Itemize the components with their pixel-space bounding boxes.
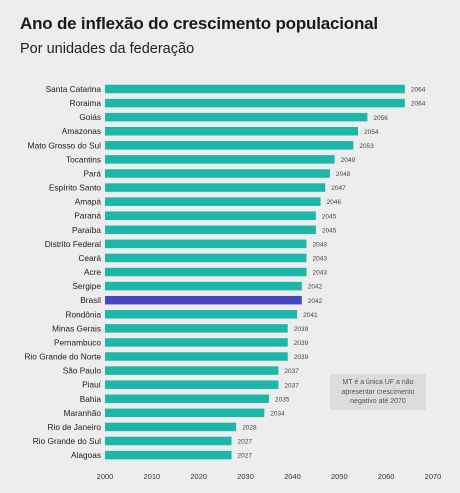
data-label: 2037 — [284, 382, 299, 389]
bar — [105, 98, 405, 108]
data-label: 2041 — [303, 312, 318, 319]
data-label: 2037 — [284, 368, 299, 375]
chart-subtitle: Por unidades da federação — [20, 41, 195, 57]
bar — [105, 211, 316, 220]
data-label: 2046 — [327, 199, 342, 206]
bar — [105, 436, 232, 446]
category-label: Amazonas — [62, 126, 101, 136]
data-label: 2064 — [411, 101, 426, 108]
data-label: 2043 — [312, 241, 327, 248]
data-label: 2042 — [308, 298, 323, 305]
data-label: 2027 — [238, 453, 253, 460]
x-tick-label: 2040 — [284, 472, 301, 481]
category-label: Paraíba — [72, 225, 101, 235]
bar — [105, 422, 237, 432]
x-tick-label: 2030 — [237, 472, 254, 481]
bar — [105, 239, 307, 249]
bar — [105, 126, 359, 136]
bar — [105, 267, 307, 277]
data-label: 2053 — [359, 143, 374, 150]
data-label: 2043 — [312, 256, 327, 263]
data-label: 2064 — [411, 87, 426, 94]
x-tick-label: 2020 — [190, 472, 207, 481]
bar — [105, 253, 307, 263]
data-label: 2054 — [364, 129, 379, 136]
bar — [105, 380, 279, 389]
data-label: 2034 — [270, 410, 285, 417]
data-label: 2049 — [341, 157, 356, 164]
data-label: 2039 — [294, 326, 309, 333]
category-label: Rio Grande do Sul — [33, 436, 101, 446]
category-label: Mato Grosso do Sul — [28, 140, 101, 150]
category-label: Bahia — [80, 394, 102, 404]
x-tick-label: 2060 — [378, 472, 395, 481]
bar-highlight — [105, 295, 302, 305]
bar — [105, 281, 302, 291]
category-label: Goiás — [79, 112, 101, 122]
category-label: Brasil — [80, 295, 101, 305]
category-label: Pará — [83, 168, 101, 178]
bar — [105, 366, 279, 375]
category-label: Alagoas — [71, 450, 101, 460]
bar — [105, 225, 316, 235]
category-label: Piauí — [82, 380, 102, 390]
bar — [105, 310, 298, 319]
bar — [105, 183, 326, 192]
category-label: Rio Grande do Norte — [24, 352, 101, 362]
data-label: 2048 — [336, 171, 351, 178]
category-label: Rondônia — [65, 309, 101, 319]
data-label: 2056 — [373, 115, 388, 122]
data-label: 2042 — [308, 284, 323, 291]
bar — [105, 84, 405, 94]
category-label: Sergipe — [72, 281, 101, 291]
data-label: 2035 — [275, 396, 290, 403]
category-label: Distrito Federal — [45, 239, 101, 249]
bar — [105, 450, 232, 460]
data-label: 2047 — [331, 185, 346, 192]
category-label: Roraima — [70, 98, 102, 108]
bar — [105, 169, 330, 178]
bar — [105, 408, 265, 418]
data-label: 2039 — [294, 340, 309, 347]
category-label: Acre — [84, 267, 101, 277]
category-label: Santa Catarina — [46, 84, 102, 94]
x-tick-label: 2000 — [97, 472, 114, 481]
category-label: Espírito Santo — [49, 183, 102, 193]
bar — [105, 112, 368, 122]
category-label: Minas Gerais — [52, 323, 101, 333]
bar — [105, 324, 288, 333]
annotation-note: MT é a única UF a não apresentar crescim… — [330, 374, 426, 410]
data-label: 2045 — [322, 213, 337, 220]
category-label: Amapá — [75, 197, 102, 207]
bar — [105, 338, 288, 347]
bar — [105, 197, 321, 206]
data-label: 2045 — [322, 227, 337, 234]
x-tick-label: 2010 — [144, 472, 161, 481]
x-tick-label: 2050 — [331, 472, 348, 481]
category-label: Rio de Janeiro — [47, 422, 101, 432]
category-label: Tocantins — [66, 154, 101, 164]
bar — [105, 141, 354, 150]
bar — [105, 394, 269, 404]
data-label: 2028 — [242, 425, 257, 432]
category-label: Paraná — [74, 211, 101, 221]
data-label: 2043 — [312, 270, 327, 277]
bar — [105, 352, 288, 361]
category-label: São Paulo — [63, 366, 102, 376]
data-label: 2027 — [238, 439, 253, 446]
category-label: Maranhão — [64, 408, 102, 418]
x-tick-label: 2070 — [425, 472, 442, 481]
category-label: Ceará — [78, 253, 101, 263]
category-label: Pernambuco — [54, 337, 101, 347]
data-label: 2039 — [294, 354, 309, 361]
chart-title: Ano de inflexão do crescimento populacio… — [20, 14, 378, 33]
bar — [105, 155, 335, 164]
